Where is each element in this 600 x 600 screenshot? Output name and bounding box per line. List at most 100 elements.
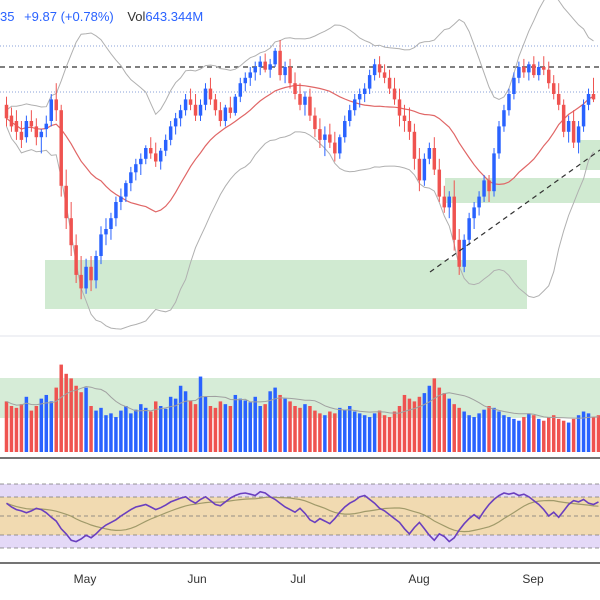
volume-bar <box>258 406 262 452</box>
volume-bar <box>153 401 158 452</box>
candle-body <box>104 229 108 235</box>
volume-bar <box>556 418 561 452</box>
candle-body <box>124 183 128 197</box>
volume-bar <box>517 420 521 452</box>
candle-body <box>343 121 347 138</box>
candle-body <box>467 218 471 240</box>
rsi-line <box>6 490 599 543</box>
volume-bar <box>487 406 491 452</box>
volume-bar <box>293 406 297 452</box>
candle-body <box>119 196 123 202</box>
volume-bar <box>129 413 133 452</box>
candle-body <box>4 104 9 119</box>
candle-body <box>178 110 183 119</box>
volume-bar <box>99 407 103 452</box>
volume-bar <box>248 402 252 452</box>
candle-body <box>357 94 362 100</box>
volume-bar <box>223 404 228 452</box>
candle-body <box>457 239 461 267</box>
candle-body <box>59 110 63 186</box>
candle-body <box>253 67 257 73</box>
volume-bar <box>576 415 581 452</box>
candle-body <box>551 83 556 94</box>
volume-bar <box>109 413 113 452</box>
price-legend: 35 +9.87 (+0.78%) Vol643.344M <box>0 9 203 24</box>
volume-bar <box>228 406 233 452</box>
rsi-signal-line <box>6 496 599 533</box>
legend-last-value: 35 <box>0 9 15 24</box>
volume-bar <box>183 391 188 452</box>
candle-body <box>392 88 397 100</box>
volume-bar <box>303 404 307 452</box>
candle-body <box>442 196 447 208</box>
candle-body <box>54 99 58 111</box>
volume-bar <box>104 415 108 452</box>
candle-body <box>492 153 496 192</box>
volume-bar <box>29 410 34 452</box>
candle-body <box>432 148 437 170</box>
candle-body <box>462 239 466 267</box>
legend-volume-label: Vol <box>127 9 146 24</box>
legend-change: +9.87 (+0.78%) <box>24 9 114 24</box>
volume-bar <box>4 401 9 452</box>
candle-body <box>328 134 332 143</box>
candle-body <box>29 121 34 127</box>
volume-bar <box>591 417 596 452</box>
candle-body <box>288 67 292 84</box>
volume-bar <box>94 410 98 452</box>
volume-bar <box>412 401 417 452</box>
volume-bar <box>512 418 516 452</box>
volume-bar <box>551 415 556 452</box>
candle-body <box>168 126 173 140</box>
volume-bar <box>427 385 432 452</box>
volume-bar <box>34 406 39 452</box>
volume-bar <box>49 401 54 452</box>
volume-bar <box>462 411 466 452</box>
volume-bar <box>44 394 49 452</box>
candle-body <box>532 64 536 76</box>
volume-bar <box>203 396 208 452</box>
volume-bar <box>392 411 397 452</box>
volume-bar <box>158 406 163 452</box>
volume-bar <box>532 415 536 452</box>
volume-bar <box>561 420 566 452</box>
support-zone-right <box>580 140 600 170</box>
volume-bar <box>144 407 148 452</box>
volume-bar <box>323 415 327 452</box>
volume-bar <box>507 417 511 452</box>
volume-bar <box>457 407 461 452</box>
candle-body <box>198 104 203 116</box>
time-axis-label: May <box>74 572 97 586</box>
time-axis-label: Jul <box>290 572 305 586</box>
volume-bar <box>313 410 317 452</box>
candle-body <box>412 131 417 159</box>
volume-bar <box>527 413 531 452</box>
candle-layer <box>4 40 596 300</box>
candle-body <box>193 104 198 116</box>
candle-body <box>139 158 143 165</box>
volume-bar <box>178 385 183 452</box>
rsi-layer <box>0 483 600 549</box>
candle-body <box>417 158 422 181</box>
candle-body <box>591 94 596 100</box>
candle-body <box>542 67 546 70</box>
bollinger-lower-band <box>6 126 594 330</box>
time-axis-layer: May Jun Jul Aug Sep <box>74 572 544 586</box>
volume-bar <box>382 415 387 452</box>
candle-body <box>44 123 49 130</box>
volume-bar <box>477 413 481 452</box>
volume-layer <box>4 364 600 452</box>
volume-bar <box>39 398 44 452</box>
candle-body <box>437 169 442 197</box>
volume-bar <box>417 396 422 452</box>
volume-bar <box>542 420 546 452</box>
volume-bar <box>288 401 292 452</box>
volume-bar <box>343 409 347 452</box>
candle-body <box>566 121 571 132</box>
volume-bar <box>377 410 382 452</box>
candle-body <box>556 94 561 105</box>
candle-body <box>263 61 267 70</box>
candle-body <box>243 77 248 84</box>
